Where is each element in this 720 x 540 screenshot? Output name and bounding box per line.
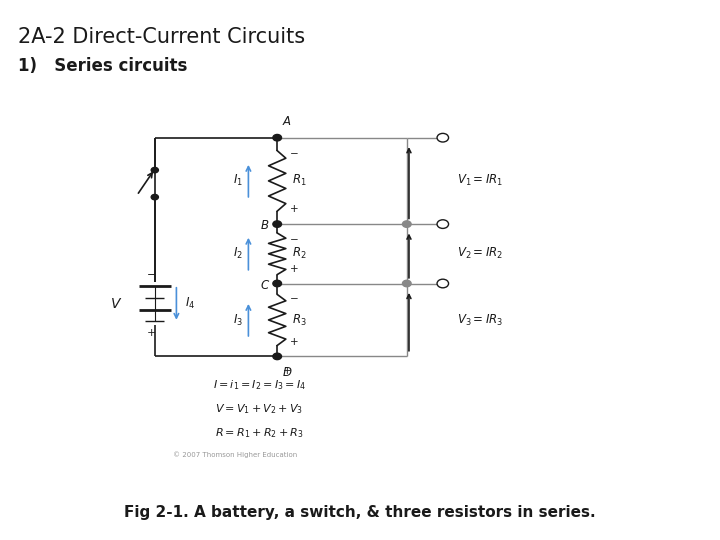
- Text: $V = V_1 + V_2 + V_3$: $V = V_1 + V_2 + V_3$: [215, 402, 303, 416]
- Circle shape: [402, 221, 411, 227]
- Text: $V_2 = IR_2$: $V_2 = IR_2$: [457, 246, 503, 261]
- Text: +: +: [290, 264, 299, 274]
- Text: $V_3 = IR_3$: $V_3 = IR_3$: [457, 313, 503, 327]
- Text: −: −: [290, 235, 299, 245]
- Text: $I_2$: $I_2$: [233, 246, 243, 261]
- Circle shape: [437, 279, 449, 288]
- Text: +: +: [290, 336, 299, 347]
- Text: +: +: [146, 328, 156, 338]
- Circle shape: [273, 280, 282, 287]
- Circle shape: [151, 167, 158, 173]
- Text: $V$: $V$: [110, 297, 122, 310]
- Text: $I = i_1 = I_2 = I_3 = I_4$: $I = i_1 = I_2 = I_3 = I_4$: [212, 378, 306, 392]
- Text: 1)   Series circuits: 1) Series circuits: [18, 57, 187, 75]
- Text: B: B: [261, 219, 269, 232]
- Circle shape: [437, 133, 449, 142]
- Text: 2A-2 Direct-Current Circuits: 2A-2 Direct-Current Circuits: [18, 27, 305, 47]
- Text: D: D: [283, 366, 292, 379]
- Text: −: −: [146, 269, 156, 280]
- Text: © 2007 Thomson Higher Education: © 2007 Thomson Higher Education: [173, 451, 297, 457]
- Circle shape: [273, 134, 282, 141]
- Circle shape: [437, 220, 449, 228]
- Text: +: +: [283, 366, 292, 376]
- Text: $R_2$: $R_2$: [292, 246, 306, 261]
- Text: −: −: [290, 148, 299, 159]
- Text: $R = R_1 + R_2 + R_3$: $R = R_1 + R_2 + R_3$: [215, 427, 304, 441]
- Circle shape: [273, 221, 282, 227]
- Text: $I_1$: $I_1$: [233, 173, 243, 188]
- Circle shape: [273, 353, 282, 360]
- Text: +: +: [290, 204, 299, 214]
- Text: $R_1$: $R_1$: [292, 173, 306, 188]
- Text: A: A: [283, 115, 291, 128]
- Text: Fig 2-1. A battery, a switch, & three resistors in series.: Fig 2-1. A battery, a switch, & three re…: [124, 505, 596, 520]
- Text: C: C: [261, 279, 269, 292]
- Circle shape: [151, 194, 158, 200]
- Circle shape: [402, 280, 411, 287]
- Text: $I_3$: $I_3$: [233, 313, 243, 327]
- Text: $V_1 = IR_1$: $V_1 = IR_1$: [457, 173, 503, 188]
- Text: $R_3$: $R_3$: [292, 313, 306, 327]
- Text: −: −: [290, 294, 299, 305]
- Text: $I_4$: $I_4$: [185, 296, 195, 311]
